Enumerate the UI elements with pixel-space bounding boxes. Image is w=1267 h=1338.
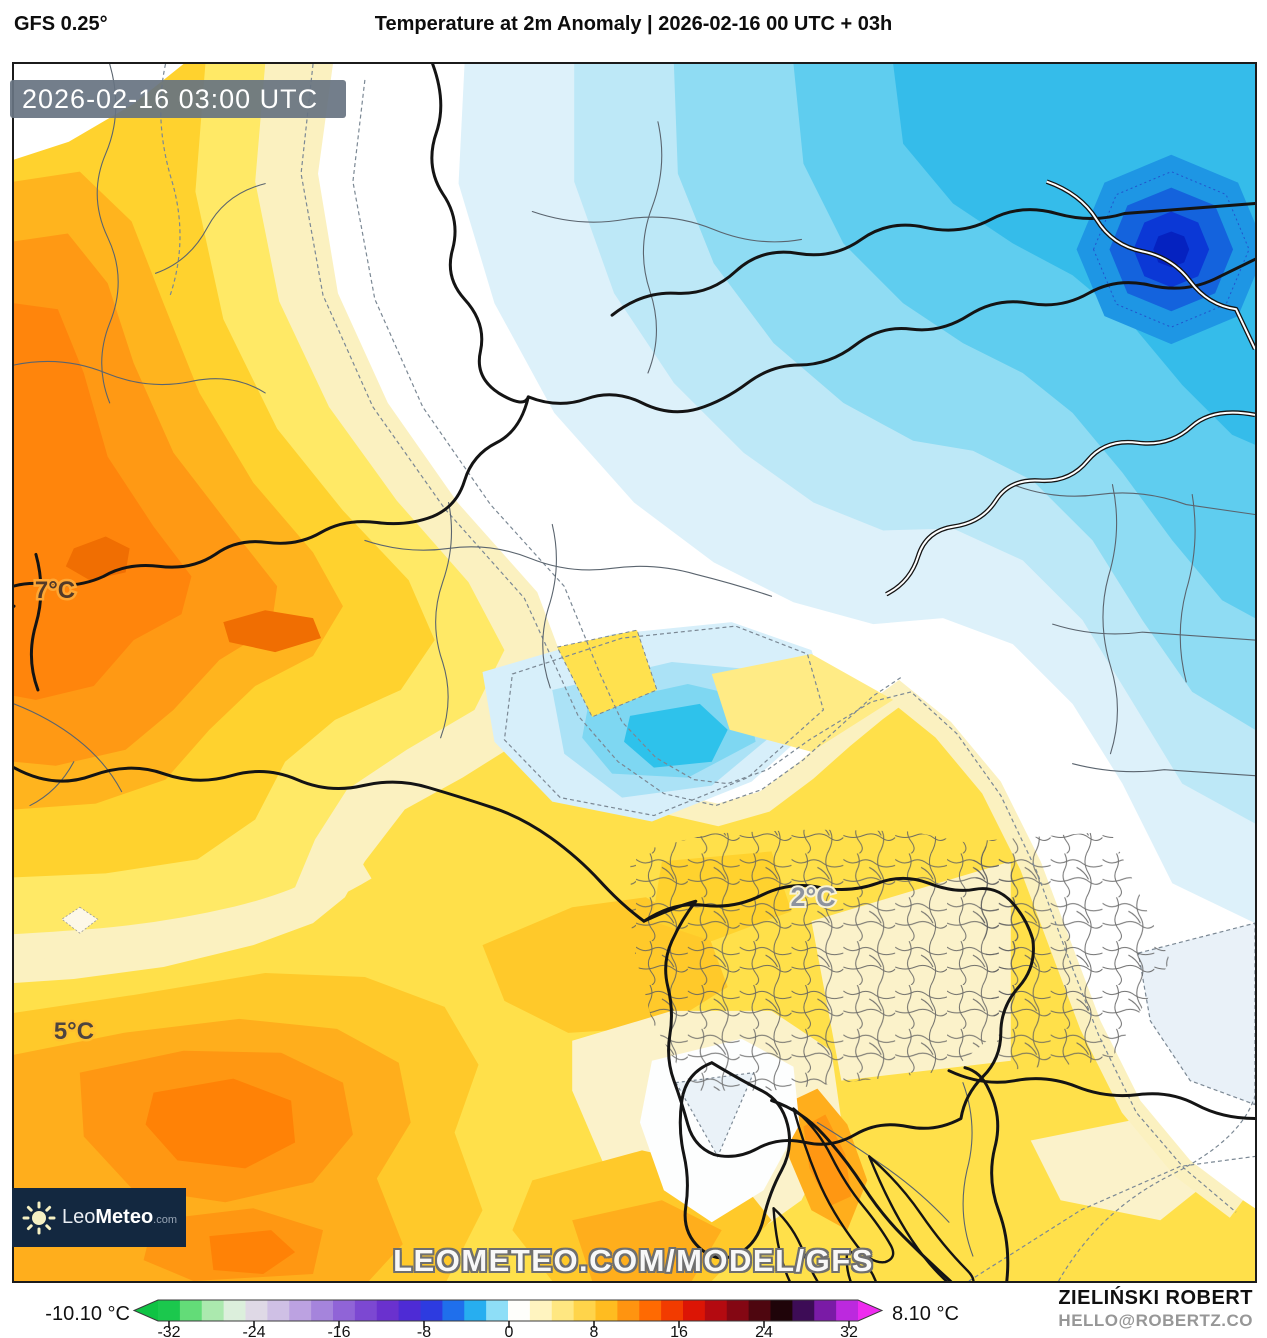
colorbar-segment bbox=[158, 1300, 181, 1321]
colorbar-tick-label: -32 bbox=[157, 1324, 180, 1338]
colorbar-tick-label: -16 bbox=[327, 1324, 350, 1338]
logo-text: LeoMeteo.com bbox=[62, 1206, 178, 1228]
colorbar-segment bbox=[595, 1300, 618, 1321]
colorbar-segment bbox=[201, 1300, 225, 1321]
cased-borders bbox=[885, 179, 1255, 597]
zagorje-municipal-mesh bbox=[970, 831, 1171, 1071]
colorbar-segment bbox=[333, 1300, 356, 1321]
slovenia-municipal-mesh bbox=[630, 829, 1021, 1091]
temp-label-5c: 5°C bbox=[54, 1018, 94, 1045]
colorbar-segment bbox=[704, 1300, 728, 1321]
colorbar-segment bbox=[617, 1300, 640, 1321]
colorbar-left-tip bbox=[134, 1300, 158, 1321]
colorbar-segment bbox=[354, 1300, 378, 1321]
colorbar-segment bbox=[464, 1300, 487, 1321]
colorbar-tick-label: 24 bbox=[755, 1324, 773, 1338]
colorbar-segment bbox=[179, 1300, 203, 1321]
colorbar-ticks: -32 -24 -16 -8 0 8 16 24 32 bbox=[157, 1321, 858, 1338]
colorbar-segment bbox=[398, 1300, 422, 1321]
colorbar-min-label: -10.10 °C bbox=[45, 1303, 130, 1325]
colorbar-segment bbox=[639, 1300, 662, 1321]
country-borders bbox=[14, 64, 1255, 1281]
colorbar-segment bbox=[311, 1300, 334, 1321]
colorbar-tick-label: 16 bbox=[670, 1324, 688, 1338]
colorbar-segment bbox=[529, 1300, 553, 1321]
weather-map: 7°C 5°C 2°C bbox=[12, 62, 1257, 1283]
temp-label-2c: 2°C bbox=[790, 882, 835, 912]
page-title: Temperature at 2m Anomaly | 2026-02-16 0… bbox=[374, 13, 893, 35]
colorbar-segment bbox=[726, 1300, 750, 1321]
colorbar-segment bbox=[836, 1300, 859, 1321]
cold-anomaly-core bbox=[1076, 154, 1255, 345]
colorbar-tick-label: 0 bbox=[505, 1324, 514, 1338]
watermark: LEOMETEO.COM/MODEL/GFS bbox=[393, 1243, 874, 1278]
colorbar-segment bbox=[245, 1300, 268, 1321]
timestamp-overlay: 2026-02-16 03:00 UTC bbox=[10, 80, 346, 118]
model-label: GFS 0.25° bbox=[14, 13, 108, 35]
colorbar-segment bbox=[551, 1300, 575, 1321]
colorbar: -32 -24 -16 -8 0 8 16 24 32 bbox=[132, 1299, 884, 1338]
colorbar-segments bbox=[158, 1300, 859, 1321]
colorbar-tick-label: -8 bbox=[417, 1324, 431, 1338]
colorbar-segment bbox=[267, 1300, 290, 1321]
temp-label-7c: 7°C bbox=[35, 577, 75, 604]
colorbar-segment bbox=[814, 1300, 837, 1321]
colorbar-tick-label: -24 bbox=[242, 1324, 265, 1338]
colorbar-segment bbox=[792, 1300, 815, 1321]
leometeo-logo: LeoMeteo.com bbox=[12, 1188, 186, 1247]
colorbar-segment bbox=[289, 1300, 312, 1321]
colorbar-segment bbox=[486, 1300, 509, 1321]
admin-borders bbox=[14, 64, 1255, 1257]
colorbar-segment bbox=[573, 1300, 597, 1321]
colorbar-segment bbox=[223, 1300, 247, 1321]
colorbar-max-label: 8.10 °C bbox=[892, 1303, 959, 1325]
author-email: HELLO@ROBERTZ.CO bbox=[1058, 1311, 1253, 1330]
sun-icon bbox=[22, 1201, 56, 1234]
author-name: ZIELIŃSKI ROBERT bbox=[1058, 1287, 1253, 1309]
colorbar-segment bbox=[683, 1300, 706, 1321]
colorbar-segment bbox=[442, 1300, 465, 1321]
colorbar-segment bbox=[420, 1300, 443, 1321]
colorbar-segment bbox=[376, 1300, 400, 1321]
colorbar-segment bbox=[508, 1300, 531, 1321]
colorbar-segment bbox=[748, 1300, 772, 1321]
colorbar-segment bbox=[661, 1300, 684, 1321]
colorbar-tick-label: 32 bbox=[840, 1324, 858, 1338]
colorbar-tick-label: 8 bbox=[590, 1324, 599, 1338]
colorbar-segment bbox=[770, 1300, 793, 1321]
colorbar-outline bbox=[132, 1299, 884, 1322]
map-canvas: 7°C 5°C 2°C bbox=[14, 64, 1255, 1281]
colorbar-right-tip bbox=[858, 1300, 882, 1321]
